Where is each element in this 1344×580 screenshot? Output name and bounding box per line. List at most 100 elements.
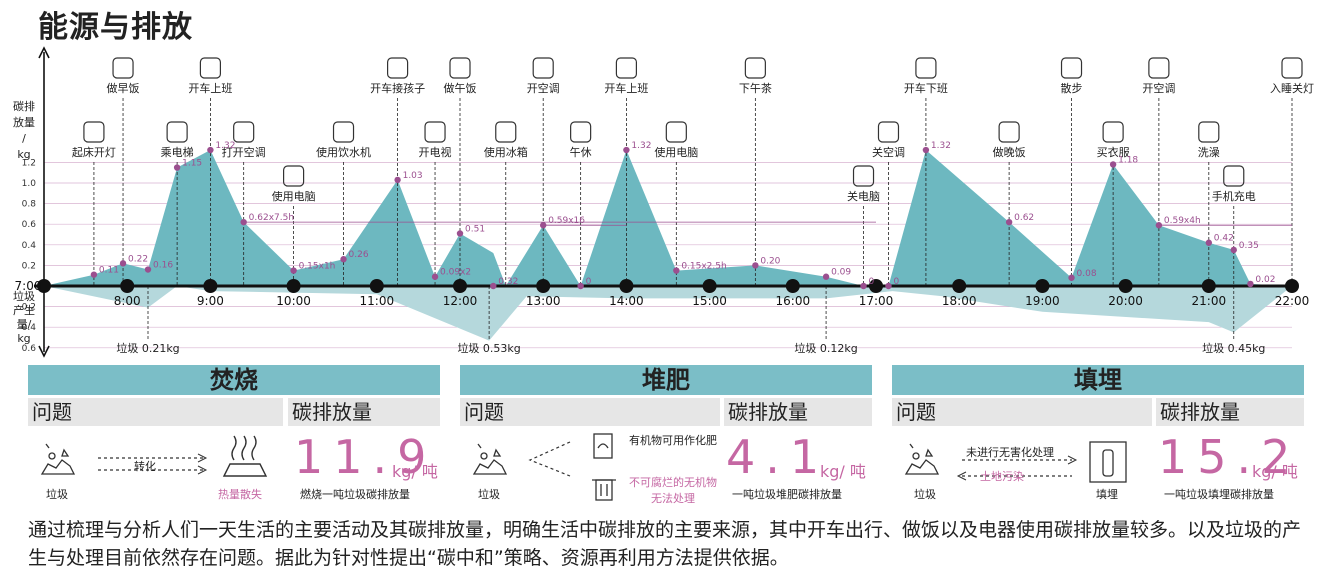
bowl-icon (449, 57, 471, 79)
value-label: 0.32 (498, 277, 518, 287)
y-tick-label: 0.4 (22, 241, 37, 251)
value-label: 1.32 (931, 141, 951, 151)
value-label: 0.62x7.5h (249, 213, 294, 223)
garbage-icon (904, 443, 940, 475)
value-label: 1.32 (215, 141, 235, 151)
time-label: 13:00 (526, 294, 561, 308)
activity-label: 使用电脑 (272, 190, 316, 203)
y-tick-label: 0.6 (22, 220, 37, 230)
value-point (822, 273, 830, 280)
value-label: 0.15x2.5h (681, 262, 726, 272)
summary-text: 通过梳理与分析人们一天生活的主要活动及其碳排放量，明确生活中碳排放的主要来源，其… (28, 519, 1302, 569)
fertilizer-bag-icon (593, 433, 613, 459)
rice-bowl-icon (998, 121, 1020, 143)
waste-area (44, 286, 1292, 341)
value-label: 0.22 (128, 254, 148, 264)
fridge-icon (495, 121, 517, 143)
value-point (490, 282, 497, 290)
activity-label: 开车上班 (188, 81, 232, 95)
emission-area (44, 150, 1292, 286)
waste-label: 垃圾 0.45kg (1202, 341, 1265, 355)
value-label: 0 (869, 277, 875, 287)
y-axis-label: kg (17, 148, 30, 161)
landfill-caption: 一吨垃圾填埋碳排放量 (1164, 488, 1274, 501)
value-label: 0.08 (1077, 269, 1097, 279)
value-point (1109, 161, 1117, 168)
hour-dot (203, 279, 218, 293)
air-conditioner-icon (1148, 57, 1170, 79)
waste-label: 垃圾 0.12kg (794, 341, 857, 355)
elevator-icon (166, 121, 188, 143)
garbage-icon (40, 443, 76, 475)
hour-dot (702, 279, 717, 293)
value-point (577, 282, 584, 290)
compost-problem-label: 问题 (460, 398, 720, 426)
hour-dot (1118, 279, 1133, 293)
activity-label: 关空调 (872, 145, 905, 159)
car-icon (387, 57, 409, 79)
value-label: 0.11 (99, 266, 119, 276)
incineration-unit: kg/ 吨 (392, 462, 438, 481)
landfill-right-label: 填埋 (1096, 488, 1118, 501)
hour-dot (785, 279, 800, 293)
garbage-icon (472, 443, 508, 475)
value-label: 0.20 (760, 256, 780, 266)
y-tick-label: 1.0 (22, 179, 37, 189)
activity-label: 下午茶 (739, 82, 772, 95)
air-conditioner-icon (233, 121, 255, 143)
air-conditioner-icon (877, 121, 900, 143)
compost-emission-label: 碳排放量 (724, 398, 872, 426)
activity-label: 开车下班 (904, 81, 948, 95)
value-label: 0.59x4h (1164, 216, 1201, 226)
value-point (673, 267, 680, 274)
value-point (922, 146, 930, 154)
y-axis-label: 放量 (13, 115, 35, 129)
time-label: 9:00 (197, 294, 224, 308)
activity-label: 关电脑 (847, 189, 880, 203)
value-label: 0.59x16 (548, 216, 585, 226)
compost-caption: 一吨垃圾堆肥碳排放量 (732, 488, 842, 501)
waste-label: 垃圾 0.21kg (116, 341, 179, 355)
value-point (1230, 246, 1237, 254)
y2-axis-label: kg (17, 332, 30, 345)
value-point (119, 260, 127, 267)
value-point (90, 271, 98, 278)
time-label: 20:00 (1108, 294, 1143, 308)
water-dispenser-icon (332, 121, 355, 143)
y-axis-arrow-up (38, 46, 50, 59)
y2-axis-label: 垃圾 (13, 289, 35, 303)
activity-label: 打开空调 (222, 145, 266, 159)
value-label: 1.15 (182, 159, 202, 169)
hour-dot (1035, 279, 1050, 293)
sleep-icon (570, 121, 592, 143)
landfill-diagram (904, 441, 1127, 483)
tv-icon (424, 121, 446, 143)
section-header-compost: 堆肥 (460, 365, 872, 395)
activity-label: 乘电梯 (161, 146, 194, 159)
compost-left-label: 垃圾 (478, 488, 500, 501)
hour-dot (37, 279, 51, 293)
time-label: 12:00 (443, 294, 478, 308)
bulb-icon (83, 121, 105, 143)
compost-value: 4.1 (726, 430, 830, 484)
value-point (207, 146, 214, 154)
value-label: 0.16 (153, 261, 173, 271)
walking-icon (1060, 57, 1083, 79)
y-tick-label: 0.2 (22, 261, 36, 271)
y2-axis-label: 量/ (17, 318, 32, 331)
value-point (290, 267, 297, 274)
landfill-note-pollution: 土地污染 (980, 470, 1024, 483)
value-label: 0.42 (1214, 234, 1234, 244)
activity-label: 散步 (1061, 81, 1083, 95)
shopping-icon (1102, 121, 1124, 143)
computer-icon (852, 165, 875, 187)
y-axis-label: 碳排 (13, 99, 35, 113)
landfill-emission-label: 碳排放量 (1156, 398, 1304, 426)
value-label: 1.18 (1118, 155, 1138, 165)
compost-note-inorganic: 不可腐烂的无机物无法处理 (629, 476, 717, 505)
value-point (623, 146, 630, 154)
activity-label: 买衣服 (1097, 145, 1130, 159)
landfill-value: 15.2 (1158, 430, 1301, 484)
value-point (394, 176, 401, 184)
activity-label: 开空调 (527, 81, 560, 95)
